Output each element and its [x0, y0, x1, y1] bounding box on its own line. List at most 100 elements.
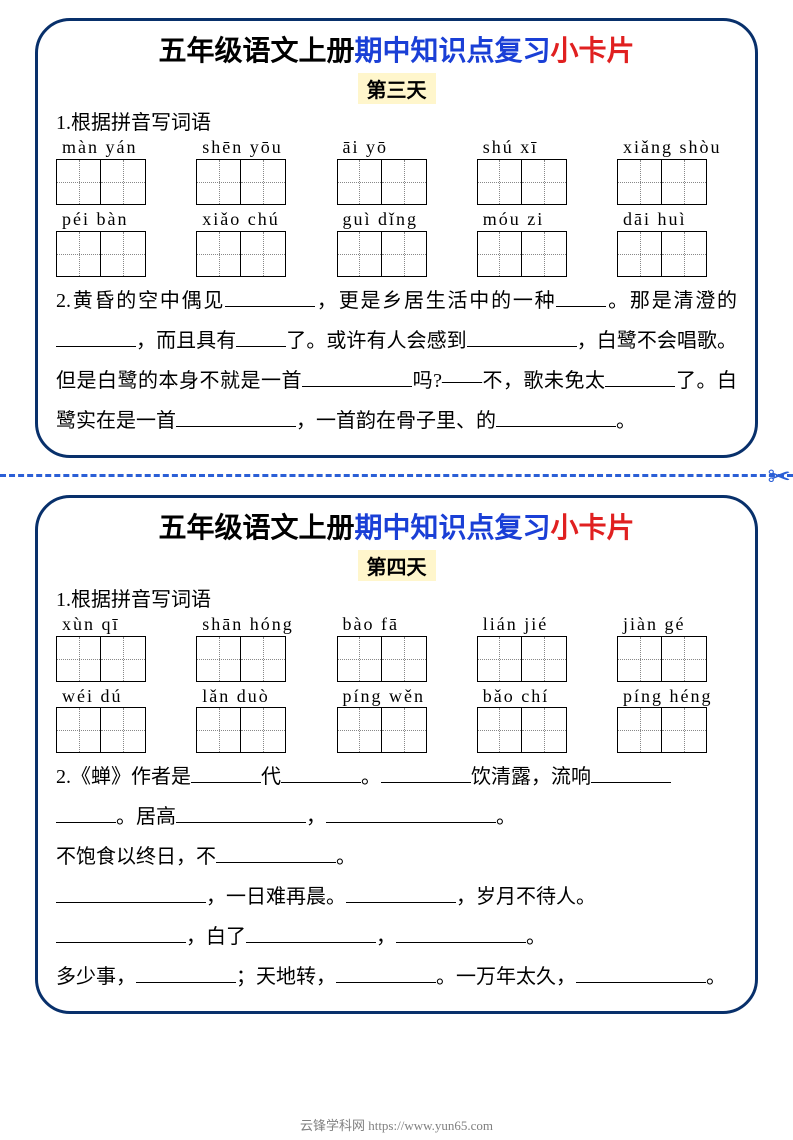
fill-text-segment: 代	[261, 766, 281, 788]
pinyin-label: xiǎng shòu	[617, 137, 722, 159]
pinyin-label: lǎn duò	[196, 686, 270, 708]
char-grid	[337, 707, 427, 753]
char-grid	[617, 159, 707, 205]
char-grid	[56, 636, 146, 682]
pinyin-label: shēn yōu	[196, 137, 283, 159]
char-grid	[617, 231, 707, 277]
pinyin-row: péi bànxiǎo chúguì dǐngmóu zidāi huì	[56, 209, 737, 277]
pinyin-item: jiàn gé	[617, 614, 737, 682]
pinyin-item: lián jié	[477, 614, 597, 682]
pinyin-label: bào fā	[337, 614, 399, 636]
char-grid	[617, 636, 707, 682]
char-cell	[478, 160, 522, 204]
char-cell	[618, 160, 662, 204]
char-grid	[196, 231, 286, 277]
blank	[56, 803, 116, 823]
fill-text-segment: 2.《蝉》作者是	[56, 766, 191, 788]
char-cell	[57, 160, 101, 204]
char-grid	[477, 231, 567, 277]
fill-text-segment: ；天地转，	[236, 966, 336, 988]
char-cell	[478, 637, 522, 681]
char-grid	[477, 707, 567, 753]
fill-text-segment: 不饱食以终日，不	[56, 846, 216, 868]
pinyin-label: shān hóng	[196, 614, 294, 636]
blank	[236, 327, 286, 347]
section1-heading: 1.根据拼音写词语	[56, 106, 737, 135]
char-cell	[241, 160, 285, 204]
pinyin-label: xiǎo chú	[196, 209, 279, 231]
fill-text-segment: ，岁月不待人。	[456, 886, 596, 908]
pinyin-label: bǎo chí	[477, 686, 549, 708]
char-cell	[382, 708, 426, 752]
title-line: 五年级语文上册期中知识点复习小卡片	[56, 33, 737, 69]
pinyin-row: wéi dú lǎn duò píng wěn bǎo chí píng héng	[56, 686, 737, 754]
pinyin-item: xiǎng shòu	[617, 137, 737, 205]
fill-text-segment: 饮清露，流响	[471, 766, 591, 788]
blank	[56, 327, 136, 347]
fill-text-segment: 。	[526, 926, 546, 948]
char-cell	[197, 160, 241, 204]
char-cell	[618, 637, 662, 681]
blank	[467, 327, 577, 347]
scissors-icon: ✂	[768, 460, 791, 494]
blank	[281, 763, 361, 783]
char-cell	[662, 637, 706, 681]
pinyin-item: màn yán	[56, 137, 176, 205]
char-cell	[101, 637, 145, 681]
pinyin-item: móu zi	[477, 209, 597, 277]
section1-heading: 1.根据拼音写词语	[56, 583, 737, 612]
fill-text-segment: 。	[706, 966, 726, 988]
pinyin-row: xùn qī shān hóng bào fā lián jié jiàn gé	[56, 614, 737, 682]
blank	[216, 843, 336, 863]
day-badge: 第三天	[358, 73, 436, 104]
fill-text-segment: 。一万年太久，	[436, 966, 576, 988]
pinyin-item: dāi huì	[617, 209, 737, 277]
cut-line: ✂	[0, 474, 793, 477]
char-cell	[241, 637, 285, 681]
pinyin-label: píng héng	[617, 686, 713, 708]
fill-text-segment: ，一首韵在骨子里、的	[296, 410, 496, 432]
fill-text-segment: 2.黄昏的空中偶见	[56, 290, 225, 312]
pinyin-item: péi bàn	[56, 209, 176, 277]
title-line: 五年级语文上册期中知识点复习小卡片	[56, 510, 737, 546]
blank	[302, 367, 412, 387]
blank	[176, 407, 296, 427]
char-grid	[56, 231, 146, 277]
char-grid	[337, 636, 427, 682]
blank	[56, 923, 186, 943]
char-cell	[522, 160, 566, 204]
blank	[246, 923, 376, 943]
char-cell	[478, 708, 522, 752]
pinyin-item: xùn qī	[56, 614, 176, 682]
footer-text: 云锋学科网 https://www.yun65.com	[0, 1115, 793, 1134]
char-cell	[338, 160, 382, 204]
pinyin-item: bǎo chí	[477, 686, 597, 754]
char-cell	[382, 160, 426, 204]
char-cell	[338, 708, 382, 752]
fill-paragraph: 2.《蝉》作者是代。饮清露，流响。居高，。不饱食以终日，不。，一日难再晨。，岁月…	[56, 757, 737, 997]
title-part-blue: 期中知识点复习	[354, 512, 550, 543]
pinyin-area: xùn qīshān hóngbào fālián jiéjiàn géwéi …	[56, 614, 737, 753]
pinyin-item: píng wěn	[337, 686, 457, 754]
char-cell	[382, 232, 426, 276]
char-cell	[101, 160, 145, 204]
fill-text-segment: 。	[336, 846, 356, 868]
pinyin-label: péi bàn	[56, 209, 128, 231]
char-cell	[522, 708, 566, 752]
char-cell	[618, 232, 662, 276]
fill-text-segment: 。居高	[116, 806, 176, 828]
pinyin-item: xiǎo chú	[196, 209, 316, 277]
char-cell	[241, 708, 285, 752]
char-cell	[338, 232, 382, 276]
blank	[576, 963, 706, 983]
blank	[605, 367, 675, 387]
char-cell	[197, 637, 241, 681]
char-grid	[477, 636, 567, 682]
pinyin-item: wéi dú	[56, 686, 176, 754]
fill-paragraph: 2.黄昏的空中偶见，更是乡居生活中的一种。那是清澄的，而且具有了。或许有人会感到…	[56, 281, 737, 441]
char-cell	[57, 232, 101, 276]
fill-text-segment: ，白了	[186, 926, 246, 948]
title-part-black: 五年级语文上册	[158, 512, 354, 543]
blank	[496, 407, 616, 427]
pinyin-label: móu zi	[477, 209, 545, 231]
